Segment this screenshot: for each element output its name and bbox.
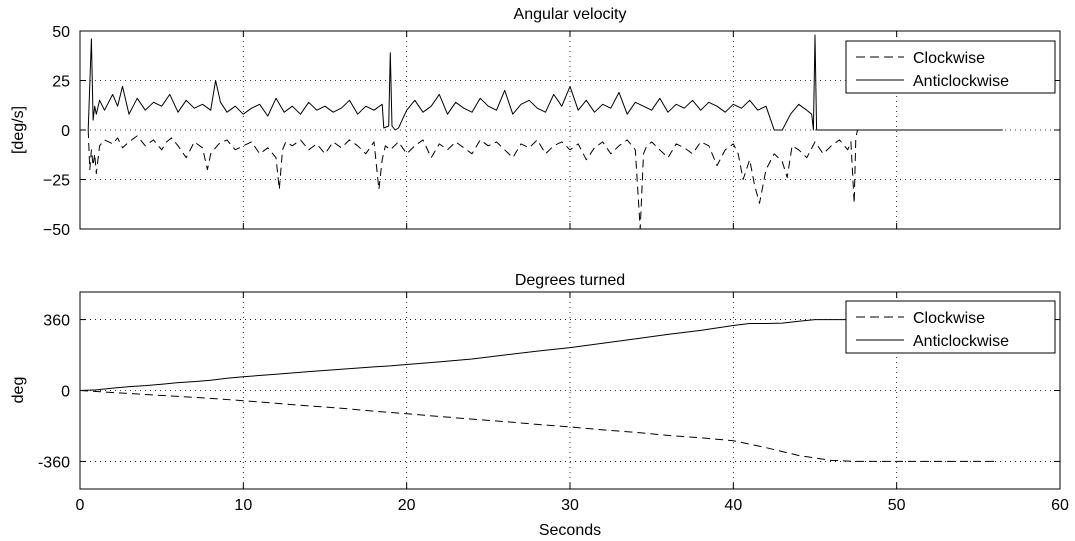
velocity-ytick-label-50: 50 — [52, 24, 70, 41]
degrees-xtick-label-20: 20 — [398, 497, 416, 514]
degrees-legend: Clockwise Anticlockwise — [845, 300, 1056, 354]
velocity-ytick-label-0: 0 — [61, 123, 70, 140]
degrees-xtick-label-0: 0 — [76, 497, 85, 514]
degrees-x-ticks: 0 10 20 30 40 50 60 — [76, 292, 1069, 514]
velocity-series-clockwise — [87, 129, 979, 230]
velocity-ylabel: [deg/s] — [10, 106, 27, 154]
velocity-legend: Clockwise Anticlockwise — [845, 40, 1056, 94]
velocity-y-ticks: −50 −25 0 25 50 — [43, 24, 1060, 239]
degrees-grid — [80, 292, 1060, 489]
velocity-legend-label-clockwise: Clockwise — [913, 50, 985, 67]
velocity-x-ticks — [79, 31, 1061, 229]
velocity-series-lines — [87, 34, 1003, 230]
velocity-legend-label-anticlockwise: Anticlockwise — [913, 73, 1009, 90]
degrees-xtick-label-30: 30 — [561, 497, 579, 514]
degrees-xtick-label-10: 10 — [234, 497, 252, 514]
degrees-xtick-label-40: 40 — [724, 497, 742, 514]
degrees-xlabel: Seconds — [539, 522, 601, 539]
degrees-series-anticlockwise — [79, 319, 1003, 391]
degrees-xtick-label-60: 60 — [1051, 497, 1069, 514]
velocity-series-anticlockwise — [87, 34, 1003, 131]
degrees-ytick-label-360: 360 — [43, 313, 70, 330]
degrees-legend-label-anticlockwise: Anticlockwise — [913, 333, 1009, 350]
velocity-ytick-label-25: 25 — [52, 74, 70, 91]
degrees-title: Degrees turned — [515, 272, 625, 289]
degrees-ylabel: deg — [10, 377, 27, 404]
velocity-legend-box — [845, 40, 1056, 94]
velocity-panel: Angular velocity −50 −25 0 25 50 [deg/s] Clo… — [10, 6, 1061, 239]
velocity-ytick-label--50: −50 — [43, 222, 70, 239]
velocity-grid — [80, 31, 1060, 229]
degrees-legend-label-clockwise: Clockwise — [913, 310, 985, 327]
degrees-xtick-label-50: 50 — [888, 497, 906, 514]
degrees-legend-box — [845, 300, 1056, 354]
degrees-ytick-label-0: 0 — [61, 384, 70, 401]
degrees-ytick-label--360: -360 — [38, 454, 70, 471]
degrees-panel: Degrees turned -360 0 360 0 10 20 30 40 50 60 de… — [10, 272, 1069, 539]
velocity-ytick-label--25: −25 — [43, 173, 70, 190]
velocity-title: Angular velocity — [514, 6, 627, 23]
degrees-y-ticks: -360 0 360 — [38, 313, 1060, 471]
degrees-series-lines — [79, 319, 1003, 462]
